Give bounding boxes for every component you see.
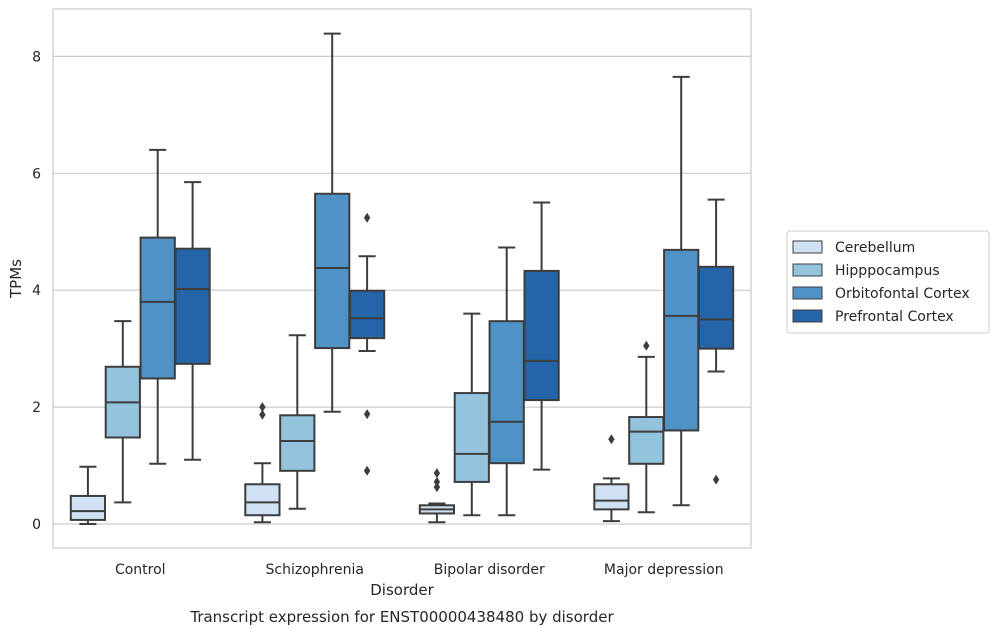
box-iqr — [139, 236, 176, 380]
outlier-point — [363, 465, 371, 476]
outlier-point — [433, 476, 441, 487]
box-iqr — [628, 416, 665, 465]
x-tick-label: Bipolar disorder — [434, 562, 545, 578]
outlier-point — [363, 409, 371, 420]
outlier-point — [643, 340, 650, 351]
box-group — [69, 465, 107, 525]
box-group — [418, 468, 456, 524]
box-group — [244, 402, 281, 524]
box-iqr — [244, 483, 281, 517]
y-tick-labels: 0 2 4 6 8 — [32, 49, 41, 533]
box-group — [628, 340, 665, 514]
box-iqr — [663, 248, 700, 432]
outlier-point — [259, 402, 266, 413]
box-iqr — [174, 247, 211, 365]
box-iqr — [69, 494, 107, 521]
box-group — [663, 75, 700, 507]
plot-frame — [52, 8, 752, 549]
box-group — [453, 312, 490, 517]
box-group — [174, 181, 211, 461]
box-group — [697, 198, 735, 485]
legend-frame — [786, 230, 990, 334]
legend: Cerebellum Hipppocampus Orbitofontal Corte… — [786, 230, 990, 334]
y-axis-label: TPMs — [7, 259, 25, 299]
legend-swatch — [792, 240, 823, 254]
y-tick-label: 6 — [32, 166, 41, 182]
y-tick-label: 8 — [32, 49, 41, 65]
box-group — [593, 434, 630, 523]
x-axis-label: Disorder — [370, 581, 434, 599]
box-group — [488, 246, 525, 517]
chart-title: Transcript expression for ENST0000043848… — [189, 608, 614, 626]
legend-swatch — [792, 263, 823, 277]
legend-label: Cerebellum — [835, 240, 915, 256]
box-group — [348, 212, 386, 476]
box-iqr — [279, 414, 316, 472]
y-tick-label: 2 — [32, 400, 41, 416]
box-iqr — [523, 269, 560, 402]
y-tick-label: 4 — [32, 283, 41, 299]
box-iqr — [453, 392, 490, 483]
box-group — [314, 32, 351, 413]
legend-label: Prefrontal Cortex — [835, 309, 954, 325]
x-tick-labels: Control Schizophrenia Bipolar disorder Majo… — [115, 562, 724, 578]
box-group — [523, 201, 560, 471]
outlier-point — [433, 482, 441, 493]
x-tick-label: Control — [115, 562, 166, 578]
x-tick-label: Major depression — [604, 562, 724, 578]
box-iqr — [697, 265, 735, 350]
box-iqr — [348, 289, 386, 340]
box-iqr — [314, 192, 351, 350]
box-iqr — [488, 320, 525, 465]
legend-label: Hipppocampus — [835, 263, 940, 279]
legend-swatch — [792, 286, 823, 300]
legend-swatch — [792, 309, 823, 323]
box-iqr — [593, 483, 630, 511]
outlier-point — [363, 212, 371, 223]
outlier-point — [433, 468, 441, 479]
box-group — [139, 148, 176, 465]
outlier-point — [712, 474, 720, 485]
outlier-point — [608, 434, 615, 445]
boxes — [69, 32, 735, 525]
box-group — [279, 334, 316, 510]
box-group — [104, 320, 141, 504]
outlier-point — [259, 409, 266, 420]
y-tick-label: 0 — [32, 517, 41, 533]
legend-label: Orbitofontal Cortex — [835, 286, 970, 302]
x-tick-label: Schizophrenia — [266, 562, 364, 578]
